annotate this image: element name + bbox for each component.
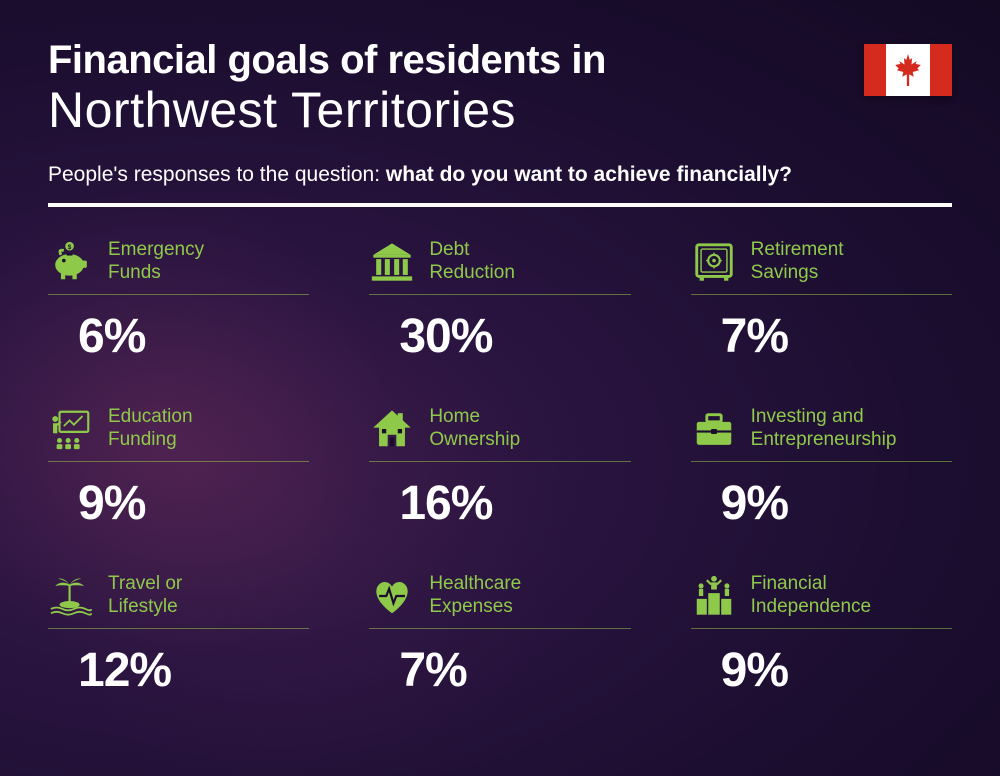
header: Financial goals of residents in Northwes… <box>48 38 952 139</box>
stat-value: 6% <box>78 309 309 364</box>
svg-text:$: $ <box>68 244 72 251</box>
stat-item-head: HomeOwnership <box>369 404 630 462</box>
stat-value: 30% <box>399 309 630 364</box>
stat-value: 7% <box>721 309 952 364</box>
canada-flag-icon <box>864 44 952 96</box>
subtitle: People's responses to the question: what… <box>48 163 952 187</box>
island-icon <box>48 573 94 619</box>
stat-value: 9% <box>78 476 309 531</box>
stat-item: $ EmergencyFunds 6% <box>48 237 309 364</box>
divider <box>48 203 952 207</box>
stat-label: Travel orLifestyle <box>108 573 182 619</box>
subtitle-question: what do you want to achieve financially? <box>386 163 792 186</box>
stat-label: HealthcareExpenses <box>429 573 521 619</box>
stat-item: Travel orLifestyle 12% <box>48 571 309 698</box>
stat-item-head: $ EmergencyFunds <box>48 237 309 295</box>
stat-label: RetirementSavings <box>751 239 844 285</box>
stat-value: 9% <box>721 643 952 698</box>
house-icon <box>369 406 415 452</box>
stat-label: EducationFunding <box>108 406 193 452</box>
stat-item-head: HealthcareExpenses <box>369 571 630 629</box>
stat-value: 12% <box>78 643 309 698</box>
podium-icon <box>691 573 737 619</box>
stat-item-head: RetirementSavings <box>691 237 952 295</box>
stat-item: EducationFunding 9% <box>48 404 309 531</box>
subtitle-prefix: People's responses to the question: <box>48 163 386 186</box>
stats-grid: $ EmergencyFunds 6% DebtReduction 30% Retirem… <box>48 237 952 698</box>
stat-item: Investing andEntrepreneurship 9% <box>691 404 952 531</box>
bank-icon <box>369 239 415 285</box>
stat-label: HomeOwnership <box>429 406 520 452</box>
stat-value: 16% <box>399 476 630 531</box>
stat-item-head: EducationFunding <box>48 404 309 462</box>
stat-item-head: Travel orLifestyle <box>48 571 309 629</box>
stat-item: DebtReduction 30% <box>369 237 630 364</box>
stat-label: Investing andEntrepreneurship <box>751 406 897 452</box>
stat-item: RetirementSavings 7% <box>691 237 952 364</box>
stat-label: DebtReduction <box>429 239 515 285</box>
stat-item-head: Investing andEntrepreneurship <box>691 404 952 462</box>
title-line2: Northwest Territories <box>48 81 952 139</box>
stat-label: FinancialIndependence <box>751 573 871 619</box>
stat-item: HomeOwnership 16% <box>369 404 630 531</box>
stat-value: 9% <box>721 476 952 531</box>
stat-item: HealthcareExpenses 7% <box>369 571 630 698</box>
maple-leaf-icon <box>893 54 923 86</box>
safe-icon <box>691 239 737 285</box>
stat-item: FinancialIndependence 9% <box>691 571 952 698</box>
title-line1: Financial goals of residents in <box>48 38 952 83</box>
piggy-bank-icon: $ <box>48 239 94 285</box>
stat-item-head: FinancialIndependence <box>691 571 952 629</box>
stat-item-head: DebtReduction <box>369 237 630 295</box>
heart-pulse-icon <box>369 573 415 619</box>
briefcase-icon <box>691 406 737 452</box>
stat-label: EmergencyFunds <box>108 239 204 285</box>
stat-value: 7% <box>399 643 630 698</box>
presentation-icon <box>48 406 94 452</box>
